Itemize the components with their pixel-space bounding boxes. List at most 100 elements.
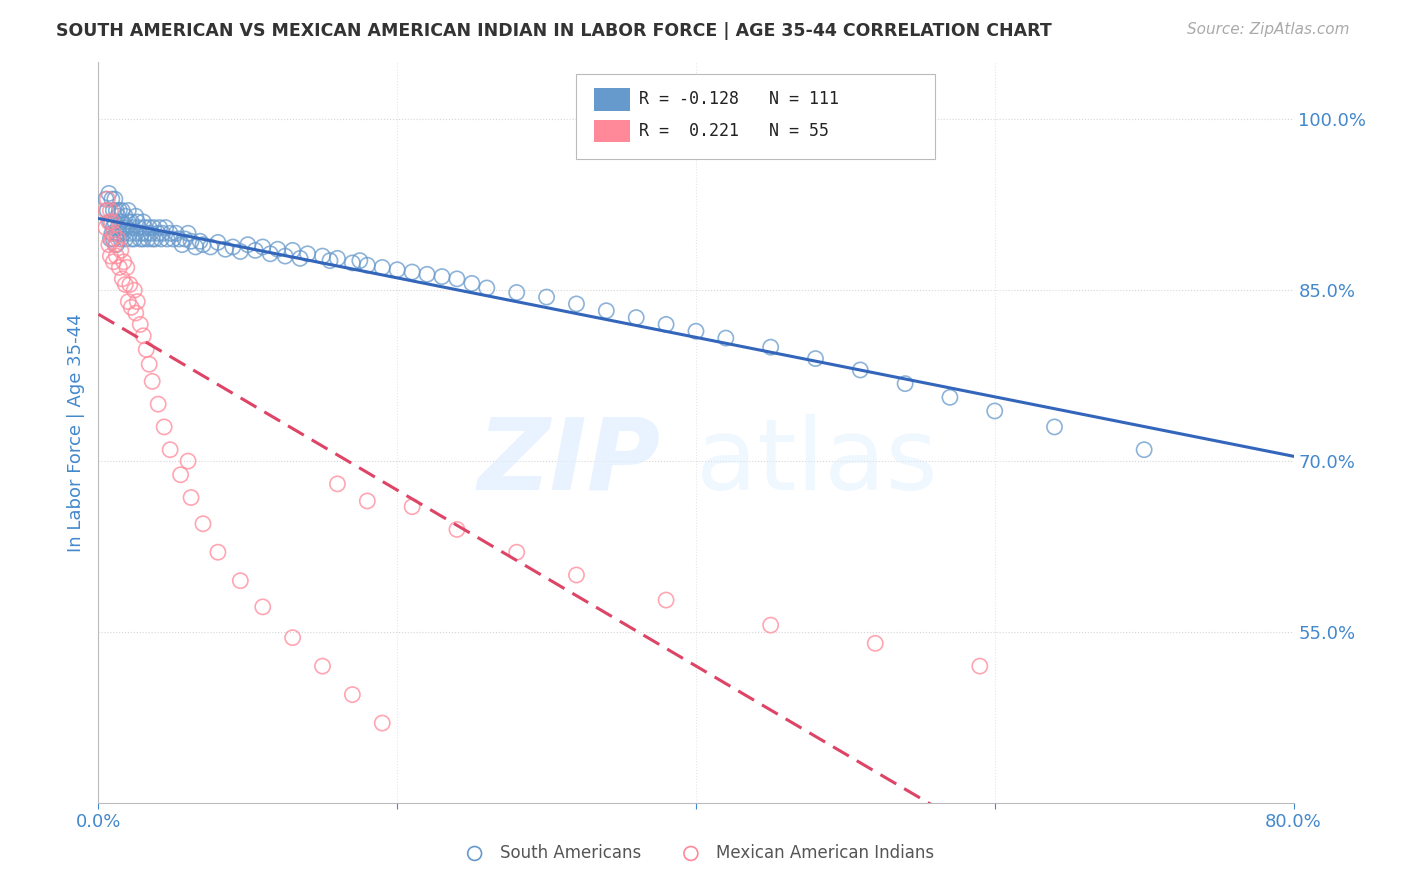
Point — [229, 574, 252, 588]
Point — [105, 249, 128, 263]
Point — [103, 220, 125, 235]
Point — [120, 301, 142, 315]
Point — [326, 252, 349, 266]
Point — [101, 232, 124, 246]
Point — [136, 232, 159, 246]
Text: ZIP: ZIP — [477, 414, 661, 511]
Point — [139, 227, 162, 241]
Point — [1043, 420, 1066, 434]
Text: R =  0.221   N = 55: R = 0.221 N = 55 — [638, 122, 828, 140]
Point — [114, 277, 136, 292]
Point — [191, 237, 214, 252]
Bar — [595, 88, 630, 111]
Point — [96, 203, 118, 218]
Point — [153, 420, 176, 434]
Point — [245, 244, 267, 258]
Point — [125, 306, 148, 320]
Point — [118, 277, 141, 292]
Point — [131, 227, 153, 241]
Point — [107, 209, 129, 223]
Point — [125, 209, 148, 223]
Point — [111, 203, 134, 218]
Point — [655, 318, 678, 332]
Point — [356, 258, 378, 272]
Point — [105, 227, 128, 241]
Point — [311, 659, 333, 673]
Point — [110, 244, 132, 258]
Point — [121, 220, 143, 235]
Point — [103, 232, 125, 246]
Point — [180, 491, 202, 505]
Point — [297, 247, 319, 261]
Point — [430, 269, 453, 284]
Point — [112, 227, 135, 241]
Legend: South Americans, Mexican American Indians: South Americans, Mexican American Indian… — [451, 838, 941, 869]
Point — [115, 260, 138, 275]
Point — [939, 390, 962, 404]
Point — [506, 285, 529, 300]
Point — [349, 253, 371, 268]
Point — [155, 220, 177, 235]
Point — [222, 240, 245, 254]
Point — [461, 277, 484, 291]
Point — [200, 240, 222, 254]
Point — [114, 232, 136, 246]
Point — [969, 659, 991, 673]
Point — [207, 235, 229, 250]
Point — [105, 203, 128, 218]
Point — [94, 220, 117, 235]
Point — [536, 290, 558, 304]
Point — [655, 593, 678, 607]
Point — [96, 192, 118, 206]
Point — [124, 283, 146, 297]
Point — [267, 242, 290, 256]
Point — [117, 294, 139, 309]
Text: Source: ZipAtlas.com: Source: ZipAtlas.com — [1187, 22, 1350, 37]
Point — [115, 220, 138, 235]
Point — [595, 303, 617, 318]
Point — [159, 442, 181, 457]
Point — [685, 324, 707, 338]
Point — [1133, 442, 1156, 457]
Point — [177, 454, 200, 468]
Point — [401, 265, 423, 279]
Point — [117, 203, 139, 218]
Point — [101, 227, 124, 241]
Point — [865, 636, 887, 650]
Point — [180, 234, 202, 248]
Point — [120, 232, 142, 246]
Point — [159, 227, 181, 241]
Point — [138, 220, 160, 235]
Point — [104, 215, 127, 229]
Point — [110, 232, 132, 246]
Point — [326, 476, 349, 491]
Point — [281, 631, 304, 645]
Point — [107, 232, 129, 246]
Point — [124, 232, 146, 246]
Point — [177, 227, 200, 241]
Point — [626, 310, 648, 325]
Point — [128, 220, 150, 235]
Point — [138, 357, 160, 371]
Point — [759, 618, 782, 632]
Point — [134, 220, 156, 235]
Point — [184, 240, 207, 254]
Point — [165, 227, 187, 241]
Point — [281, 244, 304, 258]
Point — [259, 247, 281, 261]
Point — [252, 240, 274, 254]
Point — [127, 215, 149, 229]
Point — [97, 215, 120, 229]
Point — [118, 227, 141, 241]
Bar — [595, 120, 630, 143]
Point — [342, 256, 364, 270]
Point — [714, 331, 737, 345]
Point — [401, 500, 423, 514]
Point — [103, 254, 125, 268]
Point — [103, 227, 125, 241]
Point — [446, 523, 468, 537]
Point — [236, 237, 259, 252]
Point — [150, 232, 173, 246]
Point — [565, 568, 588, 582]
Point — [141, 232, 163, 246]
